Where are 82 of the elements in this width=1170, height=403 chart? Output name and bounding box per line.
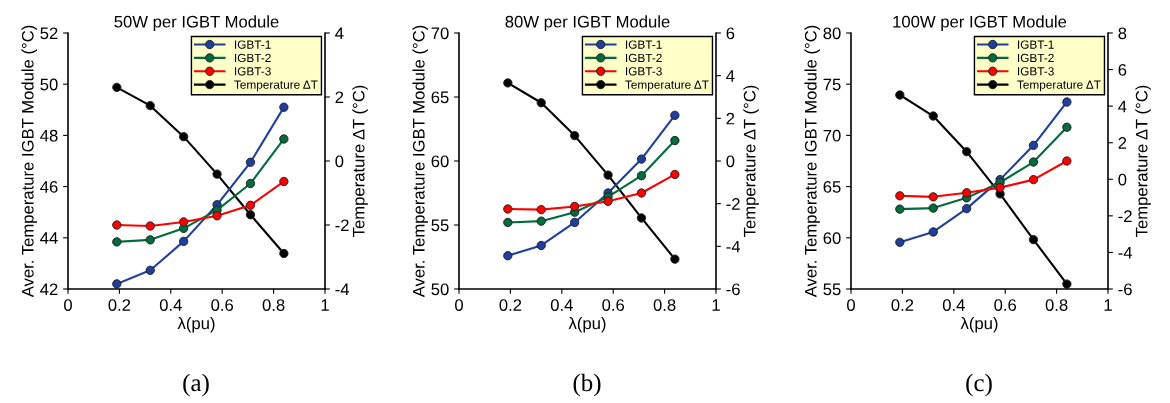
legend-label: IGBT-2	[235, 53, 271, 63]
y2-tick-label: 6	[726, 27, 735, 40]
legend-label: IGBT-2	[626, 53, 662, 63]
y-tick-label: 80	[823, 27, 841, 40]
y-tick-label: 60	[823, 232, 841, 244]
x-tick-label: 0	[847, 299, 855, 311]
y2-tick-label: -4	[726, 240, 741, 253]
y-axis-title: Aver. Temperature IGBT Module (°C)	[804, 25, 820, 298]
x-tick-label: 0.2	[499, 299, 522, 311]
y-tick-label: 42	[40, 283, 58, 296]
y-tick-label: 55	[823, 283, 841, 296]
y2-tick-label: 8	[1118, 27, 1127, 40]
x-tick-label: 0.4	[550, 299, 573, 311]
legend-label: IGBT-2	[1018, 53, 1054, 63]
y-tick-label: 65	[823, 181, 841, 193]
x-tick-label: 0.4	[942, 299, 965, 311]
y-tick-label: 70	[823, 129, 841, 142]
y-tick-label: 48	[40, 129, 58, 142]
text: (a)	[183, 373, 209, 397]
legend-label: IGBT-3	[626, 67, 662, 76]
x-axis-title: λ(pu)	[177, 317, 215, 333]
x-tick-label: 0.2	[891, 299, 914, 311]
x-tick-label: 0.8	[262, 299, 285, 311]
y-axis-title: Aver. Temperature IGBT Module (°C)	[412, 25, 428, 298]
legend-label: IGBT-1	[1018, 40, 1054, 49]
y2-tick-label: -6	[1118, 283, 1132, 296]
x-tick-label: 0.6	[211, 299, 234, 311]
chart-title: 50W per IGBT Module	[114, 15, 279, 31]
x-tick-label: 1	[1104, 299, 1112, 311]
x-tick-label: 0.4	[159, 299, 182, 311]
x-tick-label: 1	[712, 299, 720, 311]
y-tick-label: 50	[40, 78, 58, 91]
legend-label: IGBT-3	[1018, 67, 1054, 76]
legend-label: Temperature ΔT	[1017, 80, 1101, 92]
y2-tick-label: -2	[335, 219, 349, 232]
y2-tick-label: 0	[726, 155, 735, 168]
text: (c)	[966, 373, 992, 397]
y2-tick-label: 4	[726, 70, 735, 82]
legend-label: Temperature ΔT	[625, 80, 709, 92]
y2-tick-label: 4	[335, 27, 344, 40]
legend-label: IGBT-1	[626, 40, 662, 49]
y-tick-label: 65	[431, 91, 449, 104]
y2-tick-label: -4	[1118, 247, 1133, 259]
x-tick-label: 0	[64, 299, 72, 311]
y2-tick-label: -4	[335, 283, 350, 296]
y2-tick-label: 6	[1118, 63, 1127, 76]
x-tick-label: 0.6	[994, 299, 1017, 311]
y2-tick-label: 2	[1118, 137, 1127, 149]
x-tick-label: 0	[455, 299, 463, 311]
y-axis-title: Aver. Temperature IGBT Module (°C)	[21, 25, 37, 298]
x-axis-title: λ(pu)	[568, 317, 606, 333]
y-tick-label: 50	[431, 283, 449, 296]
y2-tick-label: 4	[1118, 100, 1127, 113]
legend-label: IGBT-1	[235, 40, 271, 49]
text: (b)	[573, 373, 601, 397]
y-tick-label: 52	[40, 27, 58, 40]
legend-label: IGBT-3	[235, 67, 271, 76]
y2-tick-label: -6	[726, 283, 740, 296]
y2-axis-title: Temperature ΔT (°C)	[743, 85, 759, 237]
y2-tick-label: 2	[335, 91, 344, 104]
x-tick-label: 1	[321, 299, 329, 311]
y-tick-label: 60	[431, 155, 449, 168]
y-tick-label: 70	[431, 27, 449, 40]
y2-tick-label: 0	[335, 155, 344, 168]
y2-axis-title: Temperature ΔT (°C)	[1135, 85, 1151, 237]
y2-tick-label: -2	[1118, 210, 1132, 222]
x-tick-label: 0.6	[602, 299, 625, 311]
y-tick-label: 75	[823, 78, 841, 91]
y2-tick-label: 0	[1118, 173, 1127, 186]
y-tick-label: 55	[431, 219, 449, 232]
y-tick-label: 46	[40, 181, 58, 193]
x-axis-title: λ(pu)	[960, 317, 998, 333]
x-tick-label: 0.8	[653, 299, 676, 311]
y-tick-label: 44	[40, 232, 58, 244]
x-tick-label: 0.8	[1045, 299, 1068, 311]
y2-tick-label: -2	[726, 198, 740, 210]
legend-label: Temperature ΔT	[234, 80, 318, 92]
chart-title: 100W per IGBT Module	[893, 15, 1067, 31]
chart-title: 80W per IGBT Module	[505, 15, 670, 31]
x-tick-label: 0.2	[108, 299, 131, 311]
y2-axis-title: Temperature ΔT (°C)	[352, 85, 368, 237]
y2-tick-label: 2	[726, 112, 735, 125]
